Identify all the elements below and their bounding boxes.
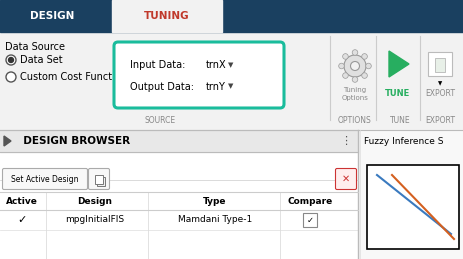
Text: ▼: ▼ [227, 84, 233, 90]
Text: ✓: ✓ [306, 215, 313, 225]
Text: TUNE: TUNE [389, 116, 409, 125]
Text: Data Source: Data Source [5, 42, 65, 52]
Text: trnY: trnY [206, 82, 225, 92]
Bar [112, 0, 221, 32]
Bar [0, 130, 357, 259]
Bar [97, 177, 105, 186]
Bar [434, 58, 444, 72]
Text: Mamdani Type-1: Mamdani Type-1 [177, 215, 251, 225]
Bar [0, 154, 357, 180]
Text: ✓: ✓ [17, 215, 27, 225]
Text: EXPORT: EXPORT [424, 90, 454, 98]
Text: Output Data:: Output Data: [130, 82, 194, 92]
FancyBboxPatch shape [335, 169, 356, 190]
Text: Input Data:: Input Data: [130, 60, 185, 70]
Bar [0, 0, 463, 32]
Bar [427, 52, 451, 76]
Text: ▼: ▼ [437, 82, 441, 87]
Circle shape [350, 61, 359, 70]
Text: OPTIONS: OPTIONS [338, 116, 371, 125]
Text: Custom Cost Function: Custom Cost Function [20, 72, 127, 82]
Circle shape [343, 55, 365, 77]
Text: Set Active Design: Set Active Design [11, 175, 79, 183]
Bar [0, 32, 463, 130]
Circle shape [342, 73, 348, 78]
Bar [302, 213, 316, 227]
FancyBboxPatch shape [2, 169, 88, 190]
Circle shape [361, 54, 367, 59]
Circle shape [6, 72, 16, 82]
FancyBboxPatch shape [114, 42, 283, 108]
Text: Design: Design [77, 197, 112, 205]
Text: DESIGN BROWSER: DESIGN BROWSER [16, 136, 130, 146]
Circle shape [361, 73, 367, 78]
Polygon shape [388, 51, 408, 77]
Bar [359, 130, 463, 259]
Text: Type: Type [203, 197, 226, 205]
Text: Compare: Compare [287, 197, 332, 205]
Circle shape [338, 63, 344, 69]
Text: EXPORT: EXPORT [424, 116, 454, 125]
Text: SOURCE: SOURCE [144, 116, 175, 125]
Circle shape [351, 77, 357, 82]
Circle shape [8, 57, 13, 62]
Circle shape [342, 54, 348, 59]
Text: Data Set: Data Set [20, 55, 63, 65]
Text: Active: Active [6, 197, 38, 205]
Bar [0, 130, 357, 152]
FancyBboxPatch shape [88, 169, 109, 190]
Text: mpgInitialFIS: mpgInitialFIS [65, 215, 124, 225]
Bar [0, 192, 357, 210]
Text: Tuning
Options: Tuning Options [341, 87, 368, 101]
Text: ⋮: ⋮ [340, 136, 351, 146]
Text: TUNING: TUNING [144, 11, 189, 21]
Text: trnX: trnX [206, 60, 226, 70]
Text: TUNE: TUNE [385, 90, 410, 98]
Bar [95, 175, 103, 184]
Circle shape [6, 55, 16, 65]
Text: ▼: ▼ [227, 62, 233, 68]
Text: Fuzzy Inference S: Fuzzy Inference S [363, 136, 443, 146]
Circle shape [351, 50, 357, 55]
Polygon shape [4, 136, 11, 146]
Text: ✕: ✕ [341, 174, 349, 184]
Bar [366, 165, 458, 249]
Text: DESIGN: DESIGN [30, 11, 74, 21]
Circle shape [365, 63, 370, 69]
